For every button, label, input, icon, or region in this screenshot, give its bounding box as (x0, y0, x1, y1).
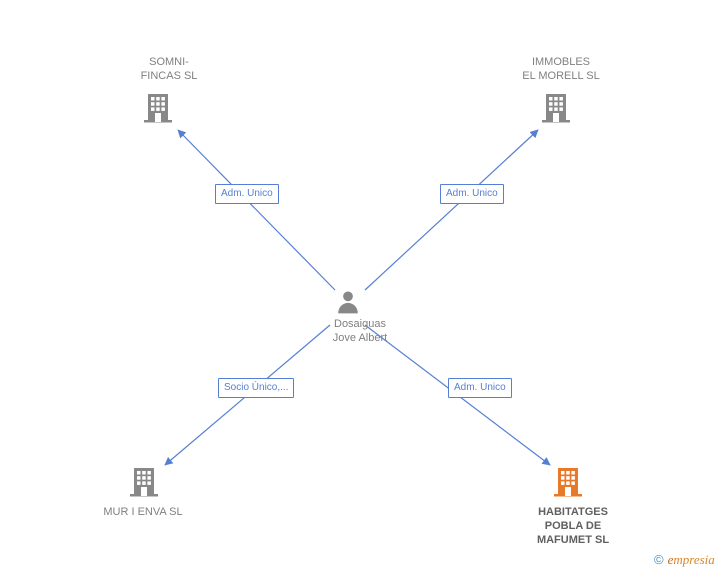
edge-label: Adm. Unico (448, 378, 512, 398)
building-icon (142, 92, 174, 129)
building-icon (552, 466, 584, 503)
node-label: SOMNI- FINCAS SL (114, 56, 224, 84)
node-label: HABITATGES POBLA DE MAFUMET SL (518, 506, 628, 547)
node-label: IMMOBLES EL MORELL SL (506, 56, 616, 84)
edge-label: Socio Único,... (218, 378, 294, 398)
building-icon (128, 466, 160, 503)
center-node-label: Dosaiguas Jove Albert (315, 318, 405, 346)
copyright-symbol: © (654, 552, 664, 567)
edge-label: Adm. Unico (215, 184, 279, 204)
edge-line (365, 130, 538, 290)
diagram-canvas (0, 0, 728, 575)
watermark: ©empresia (654, 552, 715, 568)
building-icon (540, 92, 572, 129)
node-label: MUR I ENVA SL (88, 506, 198, 520)
edge-label: Adm. Unico (440, 184, 504, 204)
edge-line (178, 130, 335, 290)
person-icon (335, 289, 361, 320)
